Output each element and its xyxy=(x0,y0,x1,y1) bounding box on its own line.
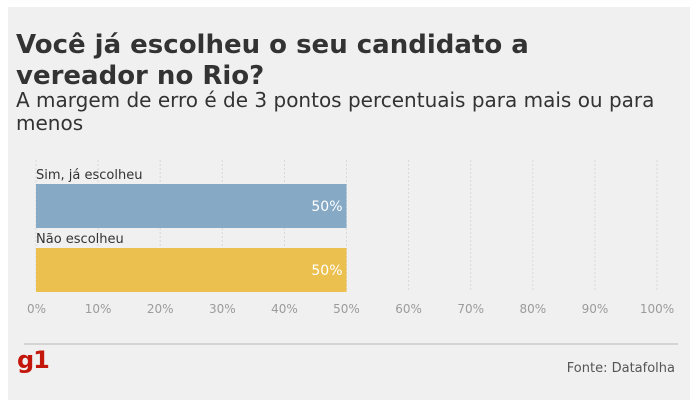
bar xyxy=(36,248,347,292)
x-tick-label: 60% xyxy=(395,302,422,316)
g1-logo: g1 xyxy=(17,346,50,374)
x-tick-label: 20% xyxy=(147,302,174,316)
x-tick-label: 100% xyxy=(640,302,674,316)
x-tick-label: 10% xyxy=(85,302,112,316)
x-tick-label: 70% xyxy=(457,302,484,316)
data-label: 50% xyxy=(311,263,342,279)
category-label: Não escolheu xyxy=(36,232,124,247)
source-note: Fonte: Datafolha xyxy=(566,361,675,376)
x-tick-label: 30% xyxy=(209,302,236,316)
chart-subtitle: A margem de erro é de 3 pontos percentua… xyxy=(16,88,655,135)
x-tick-label: 40% xyxy=(271,302,298,316)
category-label: Sim, já escolheu xyxy=(36,168,142,183)
data-label: 50% xyxy=(311,199,342,215)
x-tick-label: 80% xyxy=(519,302,546,316)
x-tick-label: 50% xyxy=(333,302,360,316)
x-tick-label: 0% xyxy=(27,302,46,316)
chart-title: Você já escolheu o seu candidato a verea… xyxy=(16,30,529,91)
x-tick-label: 90% xyxy=(582,302,609,316)
bar xyxy=(36,184,347,228)
